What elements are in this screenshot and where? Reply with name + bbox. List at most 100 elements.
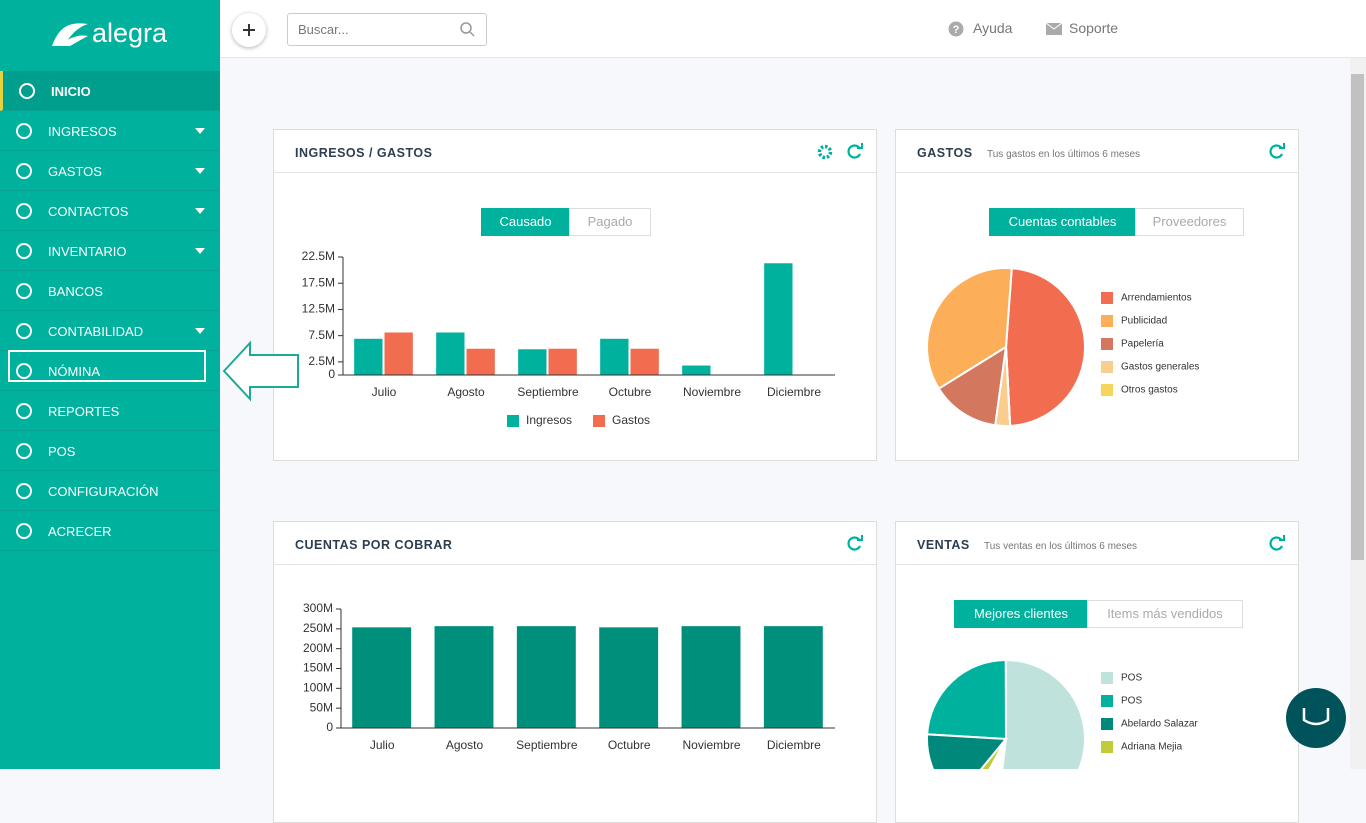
y-tick-label: 300M — [303, 601, 333, 615]
legend-label: Publicidad — [1121, 316, 1167, 327]
support-link[interactable]: Soporte — [1069, 20, 1119, 36]
menu-icon — [16, 123, 32, 139]
plus-icon — [243, 24, 255, 36]
menu-label: ACRECER — [48, 524, 112, 539]
bar — [515, 625, 577, 729]
logo[interactable]: alegra — [50, 18, 167, 58]
menu-icon-shape — [16, 483, 32, 499]
widget-title: CUENTAS POR COBRAR — [295, 538, 453, 552]
y-tick-label: 7.5M — [308, 328, 335, 342]
menu-item[interactable]: INVENTARIO — [0, 231, 220, 271]
y-tick-label: 0 — [328, 367, 335, 381]
search-placeholder: Buscar... — [298, 22, 349, 37]
logo-icon — [52, 23, 88, 46]
menu-icon — [16, 483, 32, 499]
chat-icon — [1302, 708, 1330, 726]
y-tick-label: 2.5M — [308, 354, 335, 368]
tab[interactable]: Cuentas contables — [989, 208, 1136, 236]
submenu-caret — [195, 128, 205, 134]
x-tick-label: Agosto — [446, 738, 484, 752]
menu-item[interactable]: ACRECER — [0, 511, 220, 551]
x-tick-label: Noviembre — [682, 738, 740, 752]
legend-label: Arrendamientos — [1121, 293, 1192, 304]
settings-icon — [817, 144, 833, 160]
scrollbar-thumb[interactable] — [1351, 74, 1364, 560]
x-tick-label: Julio — [372, 385, 397, 399]
bar — [763, 262, 794, 376]
x-tick-label: Diciembre — [767, 385, 821, 399]
refresh-arrow — [857, 143, 863, 149]
menu-label: CONFIGURACIÓN — [48, 484, 159, 499]
menu-item[interactable]: CONFIGURACIÓN — [0, 471, 220, 511]
widget-title: GASTOS — [917, 146, 973, 160]
y-tick-label: 12.5M — [302, 302, 335, 316]
menu-item[interactable]: BANCOS — [0, 271, 220, 311]
legend-swatch — [1101, 695, 1113, 707]
legend-label: POS — [1121, 696, 1142, 707]
legend-label: Abelardo Salazar — [1121, 719, 1198, 730]
menu-item[interactable]: POS — [0, 431, 220, 471]
x-tick-label: Noviembre — [683, 385, 741, 399]
search-box[interactable]: Buscar... — [287, 13, 487, 46]
bar — [517, 348, 548, 376]
submenu-caret — [195, 248, 205, 254]
menu-item[interactable]: INICIO — [0, 71, 220, 111]
sidebar: alegra INICIO INGRESOS GASTOS CONTACTOS INVE… — [0, 0, 220, 769]
widget-subtitle: Tus ventas en los últimos 6 meses — [984, 541, 1138, 552]
chat-button[interactable] — [1286, 688, 1346, 748]
menu-label: CONTACTOS — [48, 204, 129, 219]
y-tick-label: 50M — [310, 700, 333, 714]
menu-icon-shape — [16, 403, 32, 419]
tab[interactable]: Proveedores — [1135, 208, 1244, 236]
legend-swatch — [1101, 315, 1113, 327]
bar — [629, 347, 660, 376]
tab[interactable]: Mejores clientes — [954, 600, 1088, 628]
menu-label: POS — [48, 444, 76, 459]
menu-icon — [16, 523, 32, 539]
pie-slice — [926, 658, 1008, 741]
widget-header: CUENTAS POR COBRAR — [274, 522, 876, 565]
legend-label: POS — [1121, 673, 1142, 684]
legend-label: Papelería — [1121, 339, 1164, 350]
x-tick-label: Octubre — [609, 385, 652, 399]
menu-icon-shape — [16, 203, 32, 219]
menu-icon-shape — [16, 443, 32, 459]
submenu-caret — [195, 208, 205, 214]
menu-icon-shape — [16, 323, 32, 339]
menu-item[interactable]: CONTACTOS — [0, 191, 220, 231]
y-tick-label: 22.5M — [302, 249, 335, 263]
menu-item[interactable]: INGRESOS — [0, 111, 220, 151]
search-icon — [460, 22, 475, 37]
tab[interactable]: Causado — [481, 208, 570, 236]
bar — [353, 337, 384, 376]
legend-swatch — [593, 415, 605, 427]
menu-icon — [16, 323, 32, 339]
add-button[interactable] — [232, 13, 266, 47]
refresh-arrow — [1279, 143, 1285, 149]
legend-swatch — [1101, 292, 1113, 304]
highlight-box — [8, 350, 206, 382]
tab[interactable]: Items más vendidos — [1087, 600, 1243, 628]
menu-label: REPORTES — [48, 404, 120, 419]
menu-label: INVENTARIO — [48, 244, 127, 259]
menu-item[interactable]: NÓMINA — [0, 351, 220, 391]
legend-label: Gastos generales — [1121, 362, 1199, 373]
refresh-icon — [1269, 144, 1283, 159]
help-link[interactable]: Ayuda — [973, 20, 1013, 36]
menu-item[interactable]: REPORTES — [0, 391, 220, 431]
menu-item[interactable]: GASTOS — [0, 151, 220, 191]
legend-swatch — [1101, 338, 1113, 350]
tab[interactable]: Pagado — [569, 208, 651, 236]
bar — [762, 625, 824, 729]
pie-slice — [926, 733, 1009, 769]
logo-text: alegra — [92, 18, 168, 48]
mail-icon — [1046, 23, 1062, 35]
menu-icon-shape — [16, 283, 32, 299]
y-tick-label: 17.5M — [302, 275, 335, 289]
menu-label: NÓMINA — [48, 364, 100, 379]
bar — [351, 626, 413, 729]
bar — [383, 331, 414, 376]
widget-header: VENTAS Tus ventas en los últimos 6 meses — [896, 522, 1298, 565]
bar — [681, 364, 712, 376]
